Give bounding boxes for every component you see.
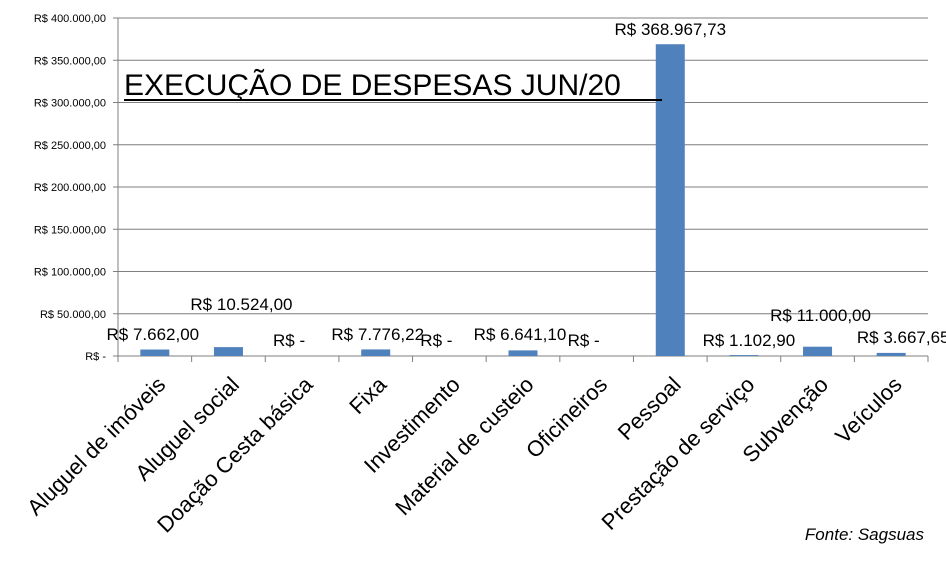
y-tick-label: R$ 350.000,00 [34,55,106,67]
chart-source: Fonte: Sagsuas [805,525,925,544]
bar [803,346,833,356]
data-label: R$ - [420,331,452,350]
bar [213,347,243,356]
y-tick-label: R$ 50.000,00 [40,309,106,321]
y-tick-label: R$ 300.000,00 [34,98,106,110]
bars [140,44,906,357]
data-label: R$ 10.524,00 [190,295,292,314]
y-tick-label: R$ 100.000,00 [34,267,106,279]
data-label: R$ 3.667,65 [857,328,946,347]
data-label: R$ - [568,331,600,350]
data-labels: R$ 7.662,00R$ 10.524,00R$ - R$ 7.776,22R$… [106,20,946,350]
data-label: R$ 6.641,10 [474,325,567,344]
axes: R$ - R$ 50.000,00 R$ 100.000,00 R$ 150.000,… [34,13,929,363]
bar [876,352,906,356]
bar [729,355,759,356]
y-tick-label: R$ 400.000,00 [34,13,106,25]
data-label: R$ 1.102,90 [703,331,796,350]
chart-title: EXECUÇÃO DE DESPESAS JUN/20 [124,68,621,102]
data-label: R$ 11.000,00 [770,306,871,325]
bar [508,350,538,356]
data-label: R$ 7.662,00 [106,325,199,344]
bar [140,349,170,356]
data-label: R$ - [273,331,305,350]
y-tick-label: R$ - [85,351,106,363]
y-tick-label: R$ 250.000,00 [34,140,106,152]
bar [655,44,685,357]
data-label: R$ 368.967,73 [614,20,726,39]
bar [361,349,391,356]
y-tick-label: R$ 200.000,00 [34,182,106,194]
y-tick-label: R$ 150.000,00 [34,224,106,236]
data-label: R$ 7.776,22 [331,325,424,344]
